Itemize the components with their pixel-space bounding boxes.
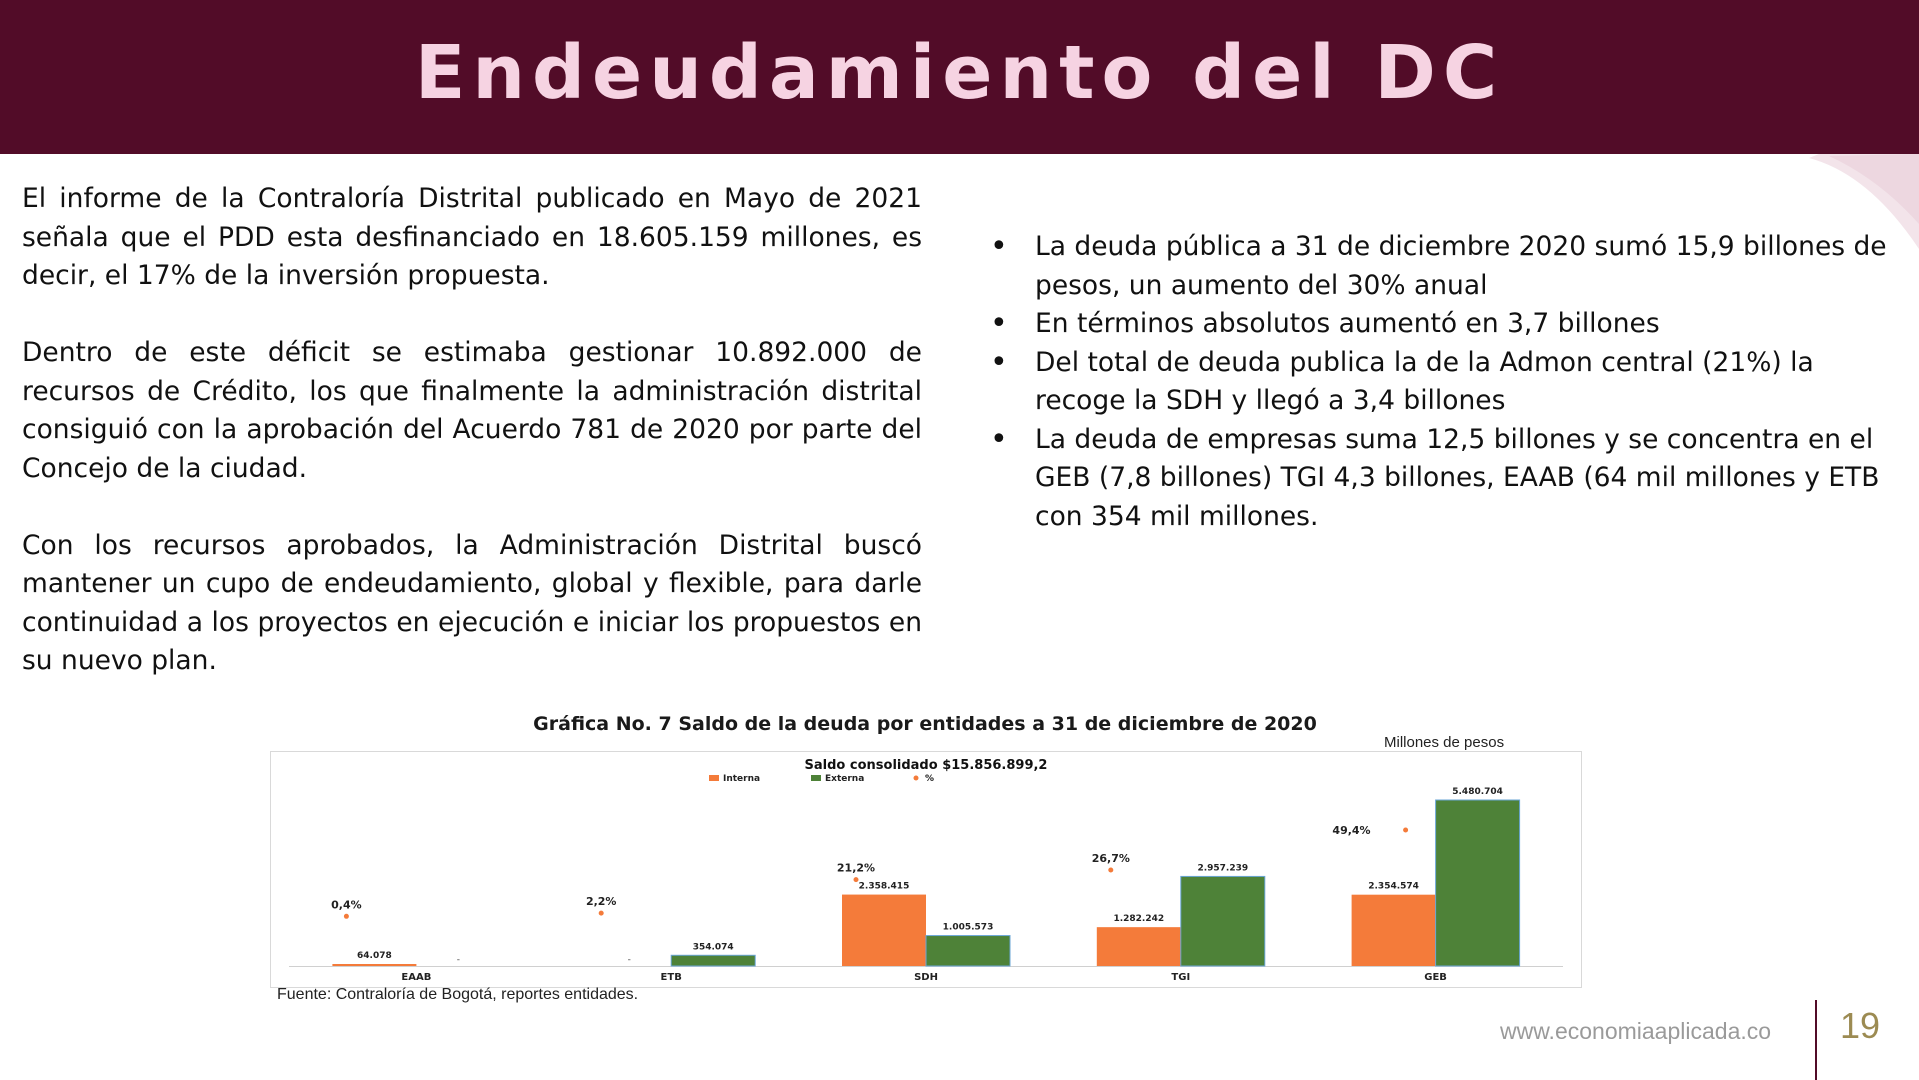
pct-marker-tgi [1108, 867, 1114, 873]
bullet-item: Del total de deuda publica la de la Admo… [990, 344, 1910, 421]
x-tick-label: GEB [1424, 972, 1447, 983]
pct-label: 2,2% [586, 895, 617, 908]
legend-label: Externa [825, 774, 864, 784]
chart-container: Saldo consolidado $15.856.899,2 Interna E… [270, 751, 1582, 988]
bar-interna-geb [1351, 894, 1436, 966]
pct-marker-geb [1403, 827, 1409, 833]
bar-externa-etb [670, 954, 756, 967]
pct-label: 0,4% [331, 898, 362, 911]
chart-title: Gráfica No. 7 Saldo de la deuda por enti… [533, 713, 1317, 735]
pct-label: 21,2% [837, 862, 875, 875]
bullet-item: La deuda de empresas suma 12,5 billones … [990, 421, 1910, 537]
left-text-block: El informe de la Contraloría Distrital p… [22, 180, 922, 719]
pct-label: 49,4% [1332, 824, 1370, 837]
pct-marker-etb [598, 910, 604, 916]
pct-marker-eaab [343, 913, 349, 919]
corner-decoration [1809, 154, 1919, 249]
paragraph: El informe de la Contraloría Distrital p… [22, 183, 922, 291]
bar-interna-eaab [332, 964, 417, 966]
legend-swatch [709, 775, 719, 781]
data-label: 1.282.242 [1113, 914, 1164, 924]
data-label: - [628, 955, 631, 965]
slide-title: Endeudamiento del DC [414, 30, 1505, 116]
paragraph: Dentro de este déficit se estimaba gesti… [22, 337, 922, 484]
bullet-item: En términos absolutos aumentó en 3,7 bil… [990, 305, 1910, 344]
footer-divider [1815, 1000, 1817, 1080]
data-label: 2.358.415 [859, 882, 910, 892]
chart-subtitle: Saldo consolidado $15.856.899,2 [805, 758, 1048, 773]
x-tick-label: ETB [661, 972, 682, 983]
data-label: 64.078 [357, 951, 392, 961]
paragraph: Con los recursos aprobados, la Administr… [22, 529, 922, 677]
bar-interna-tgi [1096, 927, 1181, 966]
bar-externa-sdh [925, 935, 1011, 967]
bar-externa-geb [1435, 799, 1521, 967]
data-label: 354.074 [693, 942, 734, 952]
bullet-item: La deuda pública a 31 de diciembre 2020 … [990, 228, 1910, 305]
chart-legend: Interna Externa% [709, 774, 934, 784]
data-label: 2.957.239 [1197, 863, 1248, 873]
bar-chart: Saldo consolidado $15.856.899,2 Interna E… [289, 758, 1563, 983]
data-label: 1.005.573 [943, 923, 994, 933]
bar-interna-sdh [842, 894, 926, 966]
x-tick-label: SDH [914, 972, 938, 983]
legend-swatch [913, 775, 919, 781]
legend-label: Interna [723, 774, 760, 784]
data-label: 5.480.704 [1452, 787, 1503, 797]
chart-units: Millones de pesos [1384, 734, 1505, 751]
bullet-list: La deuda pública a 31 de diciembre 2020 … [990, 228, 1910, 536]
legend-swatch [811, 775, 821, 781]
pct-label: 26,7% [1092, 852, 1130, 865]
chart-source: Fuente: Contraloría de Bogotá, reportes … [277, 986, 639, 1003]
footer-url[interactable]: www.economiaaplicada.co [1500, 1018, 1772, 1044]
bar-externa-tgi [1180, 875, 1266, 967]
data-label: 2.354.574 [1368, 882, 1419, 892]
x-tick-label: TGI [1171, 972, 1190, 983]
legend-label: % [925, 774, 934, 784]
data-label: - [457, 955, 460, 965]
x-tick-label: EAAB [401, 972, 431, 983]
page-number: 19 [1840, 1005, 1881, 1046]
slide-header: Endeudamiento del DC [0, 0, 1919, 154]
pct-marker-sdh [853, 877, 859, 883]
